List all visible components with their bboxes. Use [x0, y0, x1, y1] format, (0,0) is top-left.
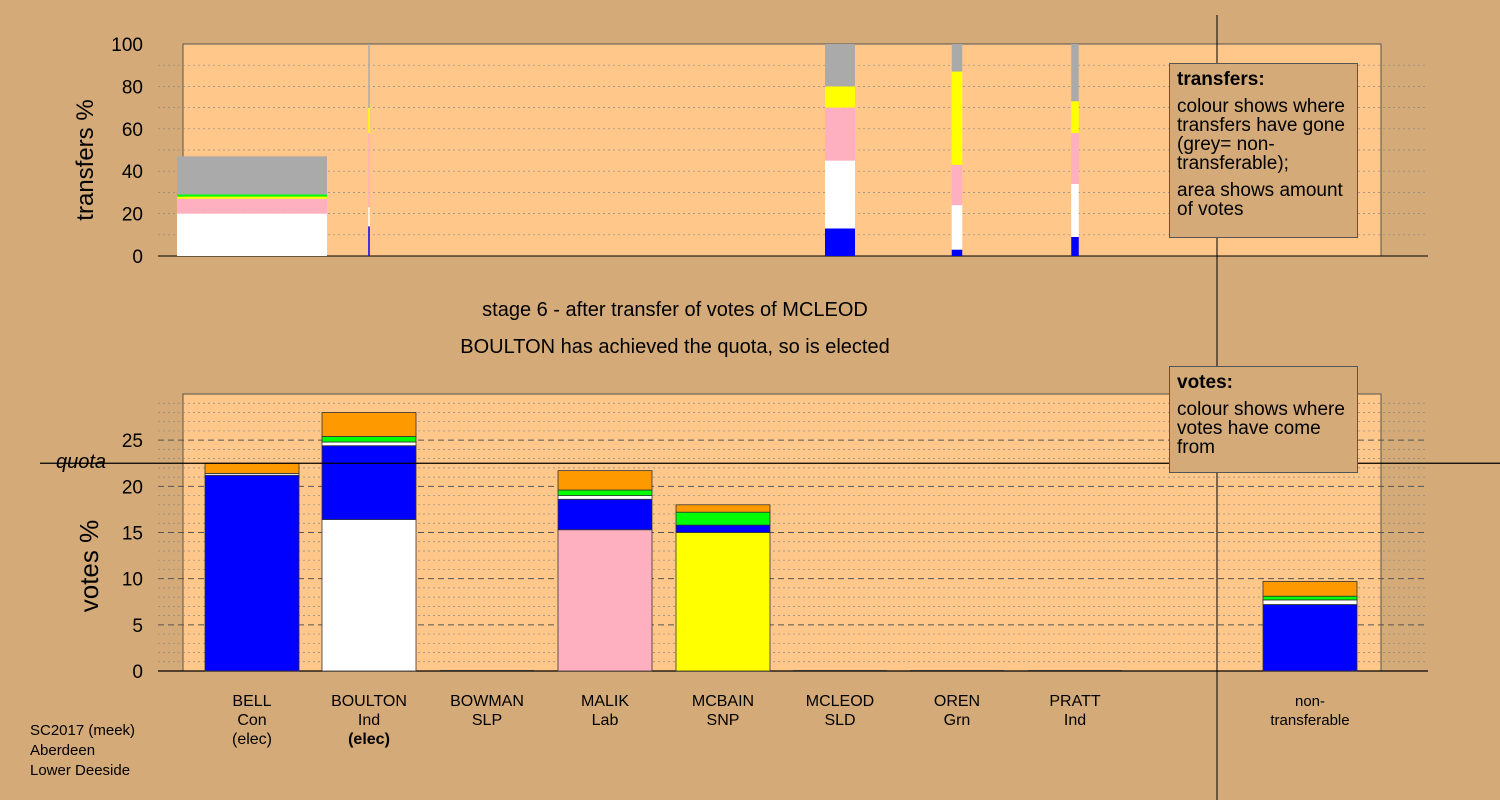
- votes-legend-title: votes:: [1177, 372, 1233, 393]
- candidate-party-label: Lab: [592, 712, 619, 729]
- transfers-y-tick-label: 0: [132, 247, 143, 268]
- votes-y-tick-label: 15: [122, 524, 143, 545]
- votes-y-tick-label: 10: [122, 570, 143, 591]
- candidate-status-label: (elec): [348, 731, 390, 748]
- transfer-segment-boulton-snp: [368, 107, 370, 134]
- elected-message: BOULTON has achieved the quota, so is el…: [460, 336, 890, 358]
- transfer-segment-mcleod-con: [825, 228, 855, 256]
- candidate-party-label: transferable: [1270, 712, 1349, 729]
- transfer-segment-bell-grn: [177, 194, 327, 197]
- transfer-segment-boulton-lab: [368, 133, 370, 208]
- votes-y-axis-label: votes %: [74, 520, 104, 613]
- transfer-segment-bell-nontransferable: [177, 156, 327, 195]
- transfers-legend-colour-text: colour shows where transfers have gone (…: [1177, 96, 1345, 174]
- vote-segment-bell-con: [204, 474, 300, 672]
- candidate-name-label: MALIK: [581, 693, 629, 710]
- transfers-y-tick-label: 80: [122, 77, 143, 98]
- candidate-party-label: Grn: [944, 712, 971, 729]
- vote-segment-boulton-ind: [321, 519, 417, 672]
- vote-segment-malik-con: [557, 498, 653, 531]
- transfer-segment-mcleod-snp: [825, 86, 855, 108]
- transfer-segment-oren-ind: [951, 205, 963, 250]
- vote-segment-malik-ind: [557, 495, 653, 500]
- vote-segment-malik-grn: [557, 489, 653, 496]
- votes-legend: votes: colour shows where votes have com…: [1169, 366, 1358, 473]
- transfer-segment-pratt-lab: [1071, 133, 1079, 184]
- transfers-y-tick-label: 60: [122, 120, 143, 141]
- vote-segment-mcbain-con: [675, 524, 771, 533]
- transfers-legend-area-text: area shows amount of votes: [1177, 180, 1343, 220]
- transfer-segment-boulton-ind: [368, 207, 370, 227]
- vote-segment-boulton-grn: [321, 436, 417, 443]
- vote-segment-mcbain-sld: [675, 504, 771, 513]
- transfer-segment-oren-lab: [951, 164, 963, 206]
- council-name: Aberdeen: [30, 742, 96, 759]
- transfer-segment-bell-ind: [177, 213, 327, 256]
- transfers-legend: transfers: colour shows where transfers …: [1169, 63, 1358, 238]
- candidate-name-label: non-: [1295, 693, 1325, 710]
- candidate-party-label: SLP: [472, 712, 502, 729]
- votes-legend-colour-text: colour shows where votes have come from: [1177, 399, 1345, 458]
- transfers-y-axis-label: transfers %: [72, 99, 99, 220]
- vote-segment-boulton-con: [321, 445, 417, 520]
- candidate-party-label: Con: [237, 712, 266, 729]
- candidate-name-label: PRATT: [1049, 693, 1100, 710]
- transfer-segment-oren-con: [951, 249, 963, 256]
- vote-segment-non--con: [1262, 604, 1358, 672]
- votes-y-tick-label: 5: [132, 616, 143, 637]
- vote-segment-malik-sld: [557, 470, 653, 491]
- candidate-party-label: Ind: [1064, 712, 1086, 729]
- candidate-name-label: BELL: [232, 693, 271, 710]
- transfer-segment-pratt-con: [1071, 236, 1079, 256]
- transfers-y-tick-label: 40: [122, 162, 143, 183]
- transfer-segment-bell-lab: [177, 198, 327, 214]
- vote-segment-mcbain-snp: [675, 532, 771, 672]
- candidate-status-label: (elec): [232, 731, 272, 748]
- transfer-segment-mcleod-nontransferable: [825, 44, 855, 87]
- candidate-name-label: BOWMAN: [450, 693, 524, 710]
- candidate-party-label: SNP: [707, 712, 740, 729]
- transfer-segment-pratt-snp: [1071, 101, 1079, 134]
- votes-y-tick-label: 20: [122, 477, 143, 498]
- transfer-segment-pratt-nontransferable: [1071, 44, 1079, 102]
- transfer-segment-bell-snp: [177, 196, 327, 199]
- transfers-y-tick-label: 20: [122, 205, 143, 226]
- stage-title: stage 6 - after transfer of votes of MCL…: [482, 299, 868, 321]
- transfer-segment-pratt-ind: [1071, 183, 1079, 237]
- vote-segment-non--ind: [1262, 599, 1358, 605]
- transfer-segment-boulton-con: [368, 226, 370, 256]
- transfer-segment-mcleod-ind: [825, 160, 855, 229]
- candidate-party-label: Ind: [358, 712, 380, 729]
- transfers-legend-title: transfers:: [1177, 69, 1265, 90]
- transfers-y-tick-label: 100: [111, 35, 143, 56]
- election-name: SC2017 (meek): [30, 722, 136, 739]
- vote-segment-mcbain-grn: [675, 511, 771, 526]
- transfer-segment-oren-snp: [951, 71, 963, 165]
- votes-y-tick-label: 0: [132, 662, 143, 683]
- vote-segment-non--sld: [1262, 581, 1358, 597]
- election-info: SC2017 (meek) Aberdeen Lower Deeside: [30, 721, 135, 781]
- vote-segment-bell-sld: [204, 462, 300, 474]
- candidate-name-label: MCBAIN: [692, 693, 754, 710]
- vote-segment-malik-lab: [557, 529, 653, 672]
- candidate-name-label: MCLEOD: [806, 693, 874, 710]
- ward-name: Lower Deeside: [30, 762, 131, 779]
- candidate-name-label: BOULTON: [331, 693, 407, 710]
- candidate-name-label: OREN: [934, 693, 980, 710]
- votes-y-tick-label: 25: [122, 431, 143, 452]
- transfer-segment-oren-nontransferable: [951, 44, 963, 72]
- candidate-party-label: SLD: [824, 712, 855, 729]
- vote-segment-boulton-ind: [321, 441, 417, 447]
- vote-segment-boulton-sld: [321, 412, 417, 437]
- transfer-segment-boulton-nontransferable: [368, 44, 370, 108]
- quota-label: quota: [56, 451, 106, 473]
- vote-segment-non--grn: [1262, 595, 1358, 601]
- transfer-segment-mcleod-lab: [825, 107, 855, 161]
